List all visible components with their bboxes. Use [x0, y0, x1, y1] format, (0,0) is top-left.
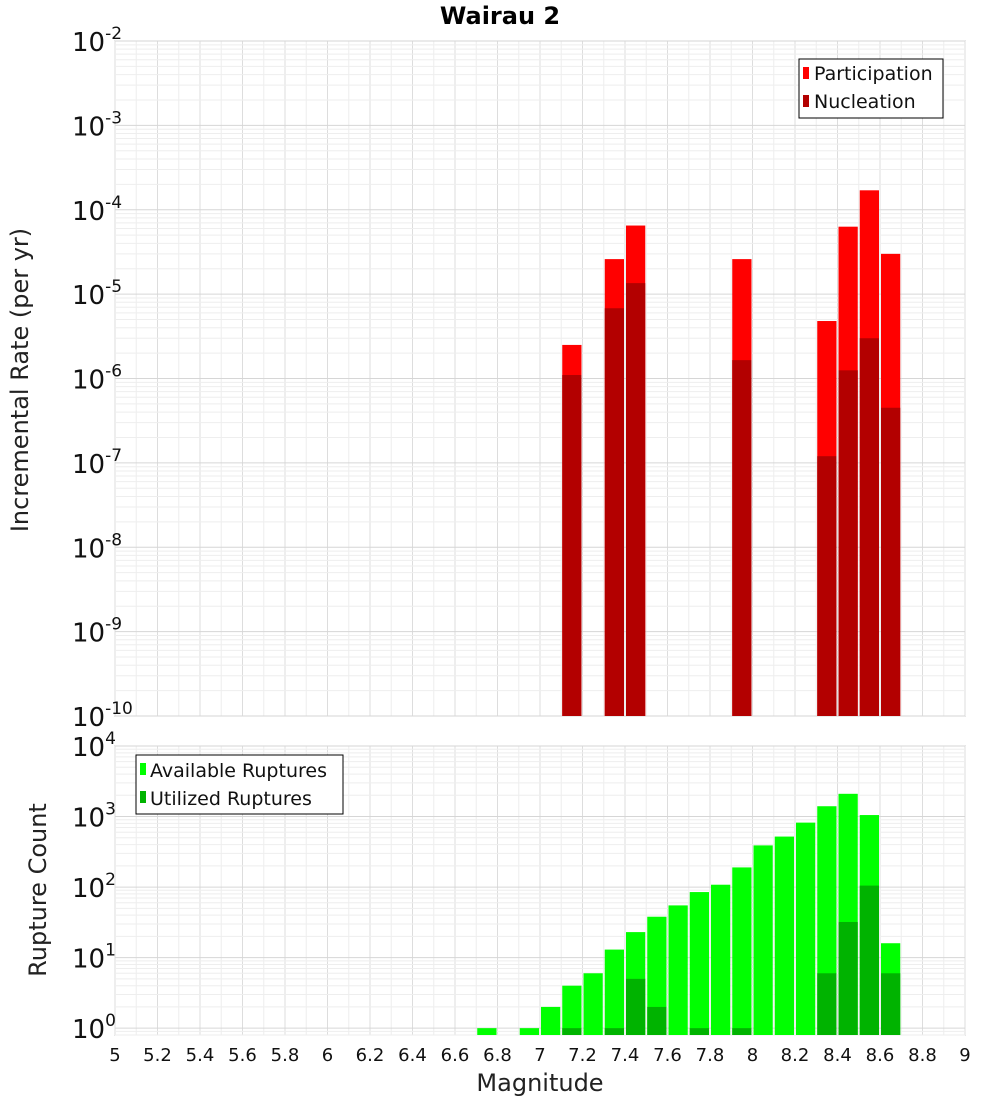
x-tick-label: 8.6 — [866, 1045, 895, 1066]
bottom-bar-series1 — [689, 892, 709, 1035]
top-y-tick-label: 10-2 — [72, 24, 122, 58]
x-tick-label: 5.6 — [228, 1045, 257, 1066]
top-y-tick-label: 10-4 — [72, 193, 122, 227]
bottom-legend-box — [135, 754, 344, 815]
x-tick-label: 8 — [747, 1045, 758, 1066]
top-y-tick-label: 10-8 — [72, 530, 122, 564]
legend-participation-label: Participation — [814, 63, 933, 85]
bottom-y-ticks: 100 101 102 103 104 — [72, 729, 116, 1045]
chart-title: Wairau 2 — [440, 2, 560, 30]
x-tick-label: 7.8 — [696, 1045, 725, 1066]
bottom-bar-series1 — [519, 1028, 539, 1035]
top-bar-series2 — [838, 370, 858, 716]
bottom-bar-series1 — [647, 916, 667, 1035]
top-bar-series2 — [881, 407, 901, 716]
bottom-y-tick-label: 104 — [72, 729, 116, 763]
bottom-bar-series2 — [817, 973, 837, 1035]
bottom-bar-series2 — [647, 1006, 667, 1035]
bottom-y-tick-label: 101 — [72, 941, 116, 975]
top-y-tick-label: 10-7 — [72, 446, 122, 480]
bottom-bars — [477, 793, 901, 1035]
bottom-y-tick-label: 103 — [72, 800, 116, 834]
top-y-tick-label: 10-9 — [72, 615, 122, 649]
bottom-bar-series2 — [881, 973, 901, 1035]
legend-nucleation-swatch — [803, 95, 809, 107]
x-tick-label: 6.2 — [356, 1045, 385, 1066]
top-y-tick-label: 10-6 — [72, 362, 122, 396]
bottom-bar-series1 — [583, 973, 603, 1035]
x-ticks: 5 5.2 5.4 5.6 5.8 6 6.2 6.4 6.6 6.8 7 7.2 7.4 7.6 7.8 8… — [109, 1045, 970, 1066]
bottom-bar-series1 — [477, 1028, 497, 1035]
x-axis-label: Magnitude — [476, 1069, 603, 1097]
bottom-bar-series2 — [838, 921, 858, 1035]
bottom-bar-series1 — [711, 884, 731, 1035]
top-plot-panel: 10-10 10-9 10-8 10-7 10-6 10-5 10-4 10-3 10-2 In… — [6, 24, 966, 733]
x-tick-label: 6.6 — [441, 1045, 470, 1066]
bottom-bar-series2 — [689, 1028, 709, 1035]
bottom-bar-series2 — [732, 1028, 752, 1035]
legend-available-swatch — [140, 763, 146, 775]
x-tick-label: 6 — [322, 1045, 333, 1066]
legend-nucleation-label: Nucleation — [814, 91, 916, 113]
bottom-y-axis-label: Rupture Count — [24, 803, 52, 977]
top-grid — [114, 40, 966, 717]
top-bar-series2 — [817, 456, 837, 716]
bottom-legend: Available Ruptures Utilized Ruptures — [135, 754, 344, 815]
x-tick-label: 7 — [534, 1045, 545, 1066]
x-tick-label: 9 — [959, 1045, 970, 1066]
bottom-bar-series1 — [753, 845, 773, 1035]
x-tick-label: 5 — [109, 1045, 120, 1066]
legend-participation-swatch — [803, 67, 809, 79]
bottom-bar-series2 — [626, 978, 646, 1035]
bottom-bar-series1 — [774, 836, 794, 1035]
x-tick-label: 5.8 — [271, 1045, 300, 1066]
bottom-grid — [114, 745, 966, 1036]
x-tick-label: 6.4 — [398, 1045, 427, 1066]
x-tick-label: 7.2 — [568, 1045, 597, 1066]
legend-utilized-label: Utilized Ruptures — [150, 788, 312, 810]
top-y-tick-label: 10-5 — [72, 277, 122, 311]
bottom-bar-series2 — [604, 1028, 624, 1035]
top-y-tick-label: 10-3 — [72, 108, 122, 142]
bottom-bar-series1 — [796, 822, 816, 1035]
x-tick-label: 8.4 — [823, 1045, 852, 1066]
bottom-bar-series1 — [541, 1006, 561, 1035]
top-y-ticks: 10-10 10-9 10-8 10-7 10-6 10-5 10-4 10-3 10-2 — [72, 24, 133, 733]
top-y-tick-label: 10-10 — [72, 699, 133, 733]
legend-utilized-swatch — [140, 791, 146, 803]
x-tick-label: 5.2 — [143, 1045, 172, 1066]
top-bar-series2 — [604, 308, 624, 716]
bottom-plot-panel: 100 101 102 103 104 5 5.2 5.4 5.6 5.8 6 6.2 6.4 6.6 6… — [24, 729, 971, 1097]
x-tick-label: 8.2 — [781, 1045, 810, 1066]
top-bar-series2 — [732, 360, 752, 716]
bottom-bar-series2 — [859, 885, 879, 1035]
top-legend: Participation Nucleation — [798, 58, 944, 119]
top-legend-box — [798, 58, 944, 119]
bottom-bar-series2 — [562, 1028, 582, 1035]
top-bar-series2 — [562, 375, 582, 716]
bottom-bar-series1 — [562, 985, 582, 1035]
bottom-y-tick-label: 102 — [72, 870, 116, 904]
top-bars — [562, 190, 901, 716]
bottom-bar-series1 — [668, 905, 688, 1035]
x-tick-label: 7.4 — [611, 1045, 640, 1066]
legend-available-label: Available Ruptures — [150, 760, 327, 782]
top-bar-series2 — [626, 283, 646, 716]
top-y-axis-label: Incremental Rate (per yr) — [6, 228, 34, 532]
bottom-bar-series1 — [604, 949, 624, 1035]
bottom-y-tick-label: 100 — [72, 1011, 116, 1045]
bottom-bar-series1 — [732, 867, 752, 1035]
x-tick-label: 7.6 — [653, 1045, 682, 1066]
x-tick-label: 8.8 — [908, 1045, 937, 1066]
x-tick-label: 5.4 — [186, 1045, 215, 1066]
x-tick-label: 6.8 — [483, 1045, 512, 1066]
top-bar-series2 — [859, 338, 879, 716]
